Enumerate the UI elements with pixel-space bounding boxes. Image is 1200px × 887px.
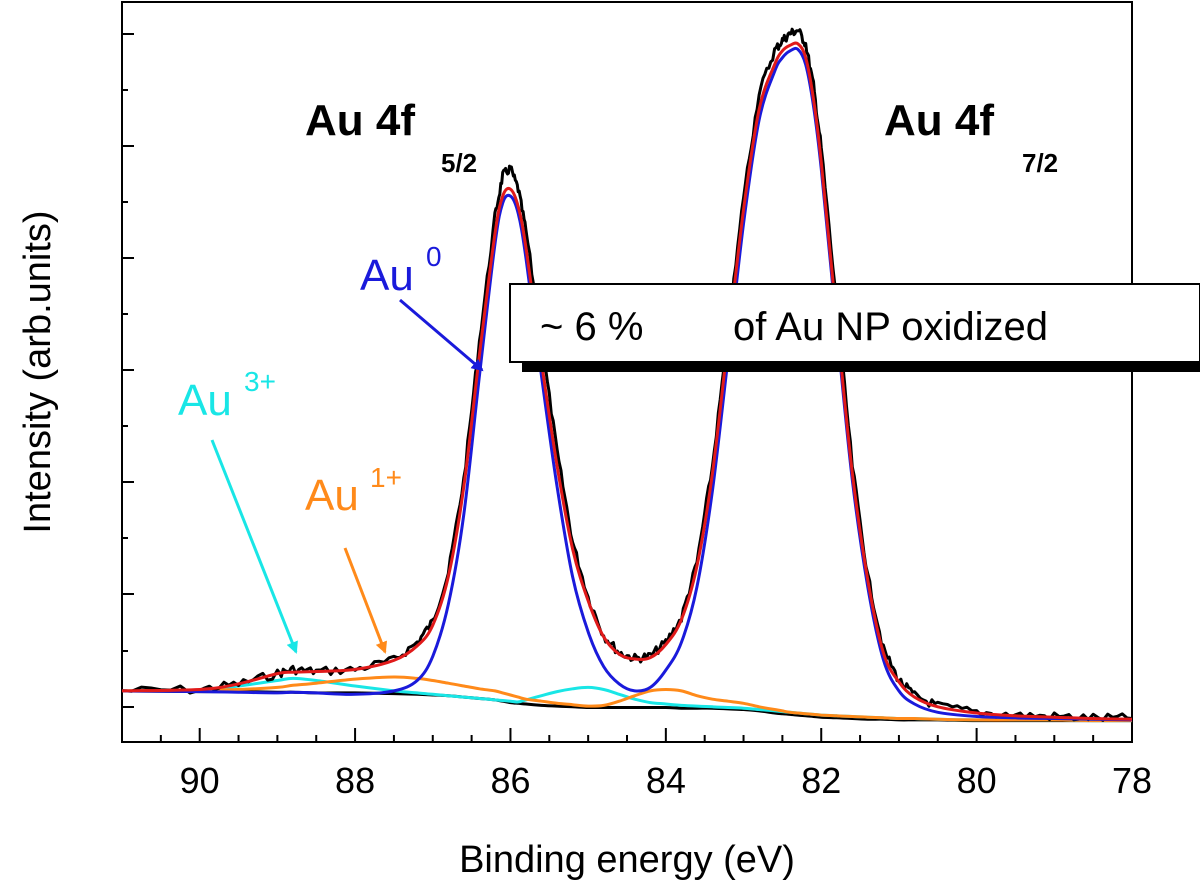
x-tick-label: 82 — [801, 760, 841, 801]
svg-text:Au 4f: Au 4f — [305, 96, 415, 145]
svg-text:5/2: 5/2 — [441, 148, 477, 178]
x-tick-label: 80 — [957, 760, 997, 801]
x-tick-label: 78 — [1112, 760, 1152, 801]
x-tick-label: 84 — [646, 760, 686, 801]
label-au3plus: Au 3+ — [178, 366, 298, 654]
svg-text:3+: 3+ — [244, 366, 276, 397]
arrow-au1plus — [343, 547, 388, 654]
svg-text:of Au NP oxidized: of Au NP oxidized — [733, 305, 1048, 349]
svg-text:Au: Au — [178, 376, 232, 425]
svg-text:7/2: 7/2 — [1022, 148, 1058, 178]
x-axis-tick-labels: 90 88 86 84 82 80 78 — [180, 760, 1152, 801]
callout-box — [509, 283, 1200, 363]
svg-text:~ 6 %: ~ 6 % — [540, 305, 643, 349]
x-tick-label: 88 — [335, 760, 375, 801]
series-fit-envelope — [121, 41, 1133, 721]
svg-text:Au 4f: Au 4f — [884, 96, 994, 145]
svg-text:Au: Au — [360, 251, 414, 300]
x-axis-title: Binding energy (eV) — [459, 839, 795, 881]
arrow-au3plus — [210, 439, 298, 654]
x-tick-label: 90 — [180, 760, 220, 801]
y-axis-ticks — [122, 33, 134, 708]
x-axis-ticks — [121, 728, 1133, 742]
svg-text:0: 0 — [426, 241, 442, 272]
oxidation-callout: ~ 6 % of Au NP oxidized — [509, 283, 1200, 372]
arrow-au0 — [399, 298, 484, 372]
peak-label-4f52: Au 4f 5/2 — [305, 96, 477, 178]
svg-text:1+: 1+ — [370, 462, 402, 493]
series-group — [121, 27, 1133, 723]
svg-text:Au: Au — [305, 471, 359, 520]
y-axis-title: Intensity (arb.units) — [17, 210, 59, 533]
label-au1plus: Au 1+ — [305, 462, 402, 654]
label-au0: Au 0 — [360, 241, 484, 372]
peak-label-4f72: Au 4f 7/2 — [884, 96, 1058, 178]
x-tick-label: 86 — [490, 760, 530, 801]
series-au1- — [121, 675, 1133, 723]
